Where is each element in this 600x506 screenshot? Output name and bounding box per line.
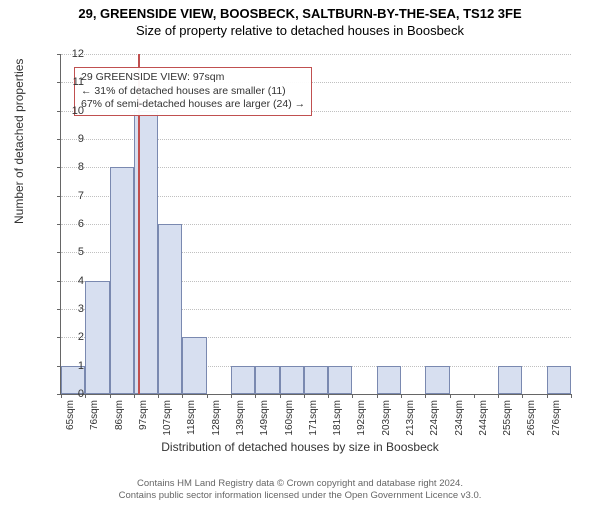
footer: Contains HM Land Registry data © Crown c… (0, 478, 600, 502)
ytick-label: 4 (78, 275, 84, 287)
xtick-label: 213sqm (405, 400, 416, 440)
ytick-mark (57, 82, 61, 83)
histogram-bar (255, 366, 279, 394)
xtick-label: 181sqm (332, 400, 343, 440)
footer-line2: Contains public sector information licen… (0, 490, 600, 502)
histogram-bar (547, 366, 571, 394)
xtick-mark (85, 394, 86, 398)
address-title: 29, GREENSIDE VIEW, BOOSBECK, SALTBURN-B… (0, 6, 600, 21)
xtick-mark (255, 394, 256, 398)
xtick-label: 86sqm (114, 400, 125, 440)
histogram-bar (304, 366, 328, 394)
ytick-mark (57, 167, 61, 168)
xtick-label: 149sqm (259, 400, 270, 440)
ytick-mark (57, 252, 61, 253)
xtick-mark (547, 394, 548, 398)
xtick-mark (61, 394, 62, 398)
xtick-mark (304, 394, 305, 398)
ytick-label: 3 (78, 303, 84, 315)
xtick-label: 276sqm (551, 400, 562, 440)
xtick-label: 65sqm (65, 400, 76, 440)
ytick-label: 11 (73, 76, 84, 88)
ytick-label: 2 (78, 331, 84, 343)
xtick-label: 118sqm (186, 400, 197, 440)
xtick-label: 255sqm (502, 400, 513, 440)
xtick-label: 244sqm (478, 400, 489, 440)
annotation-line3: 67% of semi-detached houses are larger (… (81, 98, 305, 112)
histogram-bar (231, 366, 255, 394)
ytick-mark (57, 196, 61, 197)
ytick-label: 10 (72, 105, 84, 117)
xtick-mark (158, 394, 159, 398)
ytick-mark (57, 224, 61, 225)
ytick-label: 8 (78, 161, 84, 173)
histogram-bar (158, 224, 182, 394)
annotation-line2: ← 31% of detached houses are smaller (11… (81, 85, 305, 99)
xtick-mark (231, 394, 232, 398)
xtick-mark (352, 394, 353, 398)
ytick-mark (57, 139, 61, 140)
ytick-label: 7 (78, 190, 84, 202)
chart-area: 65sqm76sqm86sqm97sqm107sqm118sqm128sqm13… (60, 54, 570, 394)
histogram-bar (498, 366, 522, 394)
histogram-bar (182, 337, 206, 394)
chart-subtitle: Size of property relative to detached ho… (0, 23, 600, 38)
histogram-bar (280, 366, 304, 394)
xtick-mark (498, 394, 499, 398)
xtick-mark (328, 394, 329, 398)
xtick-mark (182, 394, 183, 398)
ytick-label: 6 (78, 218, 84, 230)
ytick-label: 12 (72, 48, 84, 60)
xtick-mark (280, 394, 281, 398)
xtick-mark (571, 394, 572, 398)
histogram-bar (85, 281, 109, 394)
histogram-bar (328, 366, 352, 394)
xtick-mark (450, 394, 451, 398)
xtick-mark (522, 394, 523, 398)
xtick-mark (425, 394, 426, 398)
xtick-mark (207, 394, 208, 398)
xtick-mark (377, 394, 378, 398)
xtick-mark (401, 394, 402, 398)
xtick-label: 128sqm (211, 400, 222, 440)
ytick-label: 1 (78, 360, 84, 372)
ytick-mark (57, 111, 61, 112)
xtick-label: 224sqm (429, 400, 440, 440)
xtick-mark (474, 394, 475, 398)
histogram-bar (425, 366, 449, 394)
xtick-mark (134, 394, 135, 398)
ytick-mark (57, 54, 61, 55)
xtick-label: 203sqm (381, 400, 392, 440)
histogram-bar (110, 167, 134, 394)
footer-line1: Contains HM Land Registry data © Crown c… (0, 478, 600, 490)
xtick-label: 107sqm (162, 400, 173, 440)
xtick-label: 97sqm (138, 400, 149, 440)
ytick-mark (57, 309, 61, 310)
histogram-bar (377, 366, 401, 394)
ytick-mark (57, 281, 61, 282)
xtick-label: 139sqm (235, 400, 246, 440)
ytick-mark (57, 337, 61, 338)
annotation-line1: 29 GREENSIDE VIEW: 97sqm (81, 71, 305, 85)
xtick-label: 234sqm (454, 400, 465, 440)
ytick-label: 5 (78, 246, 84, 258)
xtick-label: 160sqm (284, 400, 295, 440)
xtick-label: 171sqm (308, 400, 319, 440)
xtick-label: 76sqm (89, 400, 100, 440)
x-axis-label: Distribution of detached houses by size … (0, 440, 600, 454)
ytick-label: 9 (78, 133, 84, 145)
xtick-label: 265sqm (526, 400, 537, 440)
xtick-label: 192sqm (356, 400, 367, 440)
xtick-mark (110, 394, 111, 398)
y-axis-label: Number of detached properties (12, 59, 26, 224)
annotation-box: 29 GREENSIDE VIEW: 97sqm ← 31% of detach… (74, 67, 312, 116)
ytick-label: 0 (78, 388, 84, 400)
